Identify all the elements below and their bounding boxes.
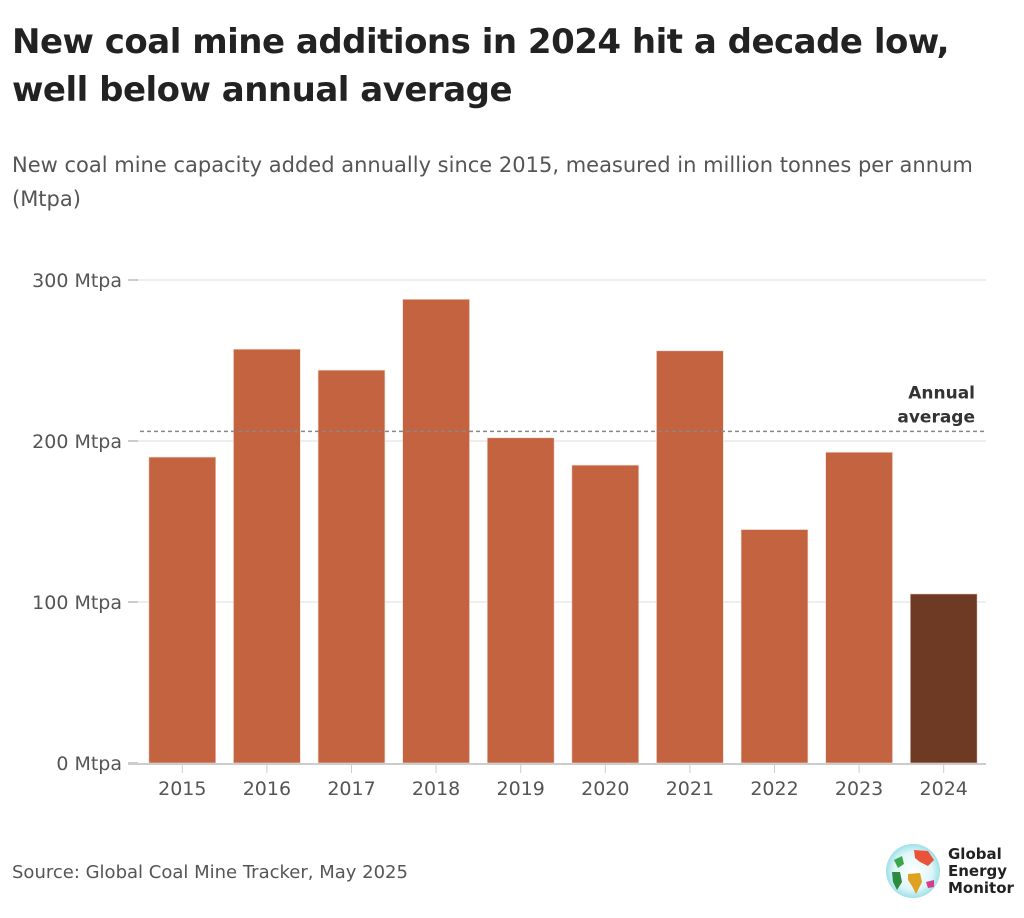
bar-2022 (740, 529, 809, 764)
x-tick-label: 2020 (581, 778, 629, 800)
gem-logo-text: Global Energy Monitor (948, 846, 1014, 897)
average-label: average (897, 407, 975, 427)
logo-line-1: Global (948, 845, 1002, 863)
x-tick-label: 2017 (327, 778, 375, 800)
logo-line-2: Energy (948, 862, 1008, 880)
y-tick-label: 200 Mtpa (32, 431, 122, 453)
average-label: Annual (908, 383, 975, 403)
globe-icon (886, 844, 940, 898)
bar-chart: 0 Mtpa 100 Mtpa 200 Mtpa 300 Mtpa 2015 2016 20… (32, 270, 986, 800)
x-tick-label: 2016 (243, 778, 291, 800)
x-tick-label: 2022 (750, 778, 798, 800)
y-tick-label: 100 Mtpa (32, 592, 122, 614)
source-note: Source: Global Coal Mine Tracker, May 20… (12, 862, 408, 883)
x-tick-label: 2023 (835, 778, 883, 800)
x-tick-label: 2019 (497, 778, 545, 800)
bar-2017 (317, 369, 386, 764)
chart-title: New coal mine additions in 2024 hit a de… (12, 22, 950, 110)
bar-2018 (402, 299, 470, 764)
x-tick-label: 2015 (158, 778, 206, 800)
bar-2024 (909, 593, 978, 764)
gem-logo: Global Energy Monitor (884, 842, 1014, 902)
bar-2021 (656, 350, 724, 764)
bar-2016 (233, 348, 301, 764)
bar-2020 (571, 464, 640, 764)
x-tick-label: 2018 (412, 778, 460, 800)
bar-2019 (486, 437, 555, 764)
x-tick-label: 2021 (666, 778, 714, 800)
bar-2015 (148, 456, 217, 764)
chart-subtitle: New coal mine capacity added annually si… (12, 153, 973, 211)
x-tick-label: 2024 (920, 778, 968, 800)
logo-line-3: Monitor (948, 879, 1014, 897)
y-tick-label: 0 Mtpa (56, 753, 122, 775)
y-tick-label: 300 Mtpa (32, 270, 122, 292)
bar-2023 (825, 451, 893, 764)
